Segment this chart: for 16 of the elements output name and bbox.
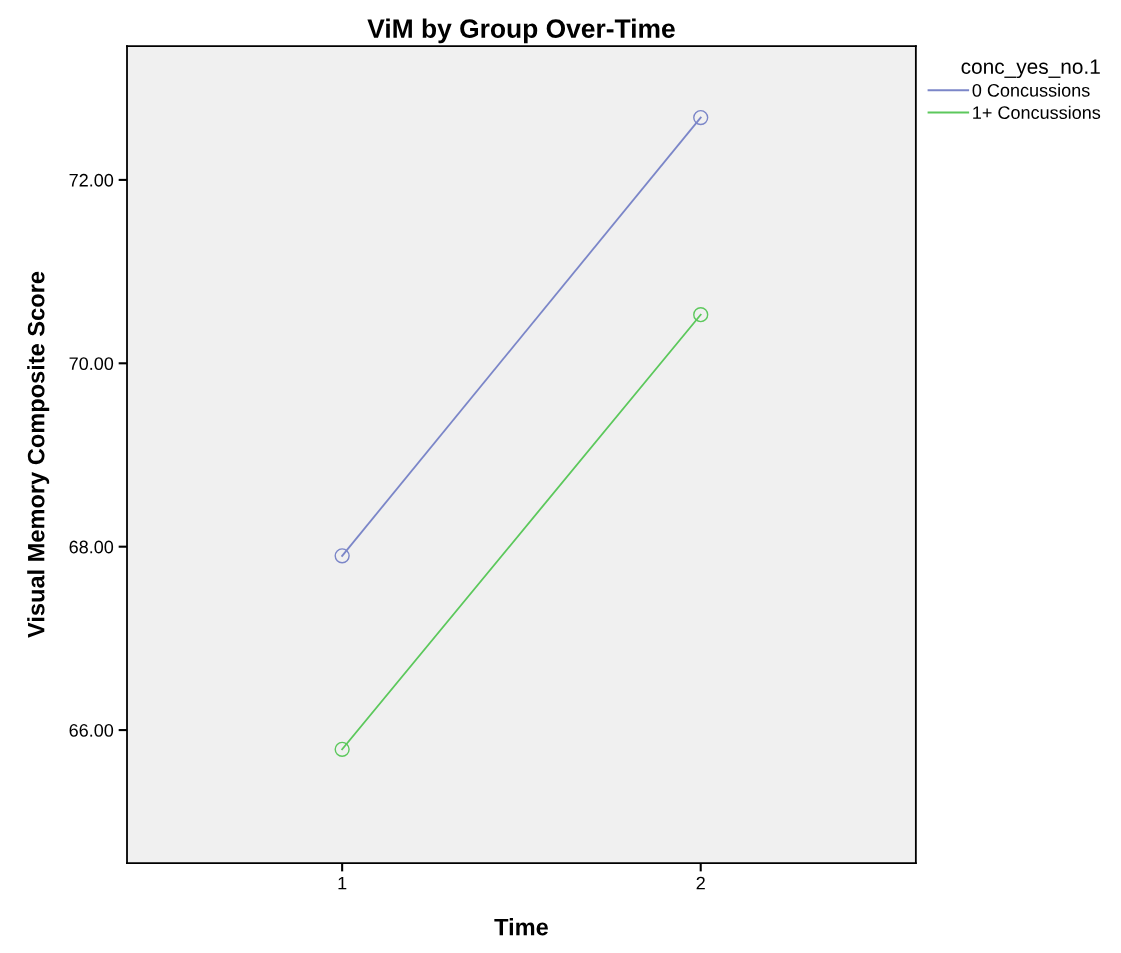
y-axis-title: Visual Memory Composite Score	[27, 271, 50, 638]
y-tick-label: 72.00	[69, 173, 114, 187]
legend-title: conc_yes_no.1	[961, 59, 1100, 79]
point	[693, 307, 709, 323]
y-tick-label: 70.00	[69, 357, 114, 371]
x-axis-title: Time	[494, 918, 548, 936]
point	[334, 741, 350, 757]
point	[693, 109, 709, 126]
chart-title: ViM by Group Over-Time	[367, 18, 675, 44]
point	[334, 548, 350, 564]
y-tick-label: 66.00	[69, 724, 114, 737]
legend-label: 0 Concussions	[972, 83, 1090, 97]
x-tick-label: 1	[338, 876, 347, 890]
legend-label: 1+ Concussions	[973, 105, 1101, 120]
x-tick-label: 2	[696, 876, 705, 890]
y-tick-label: 68.00	[69, 540, 114, 554]
